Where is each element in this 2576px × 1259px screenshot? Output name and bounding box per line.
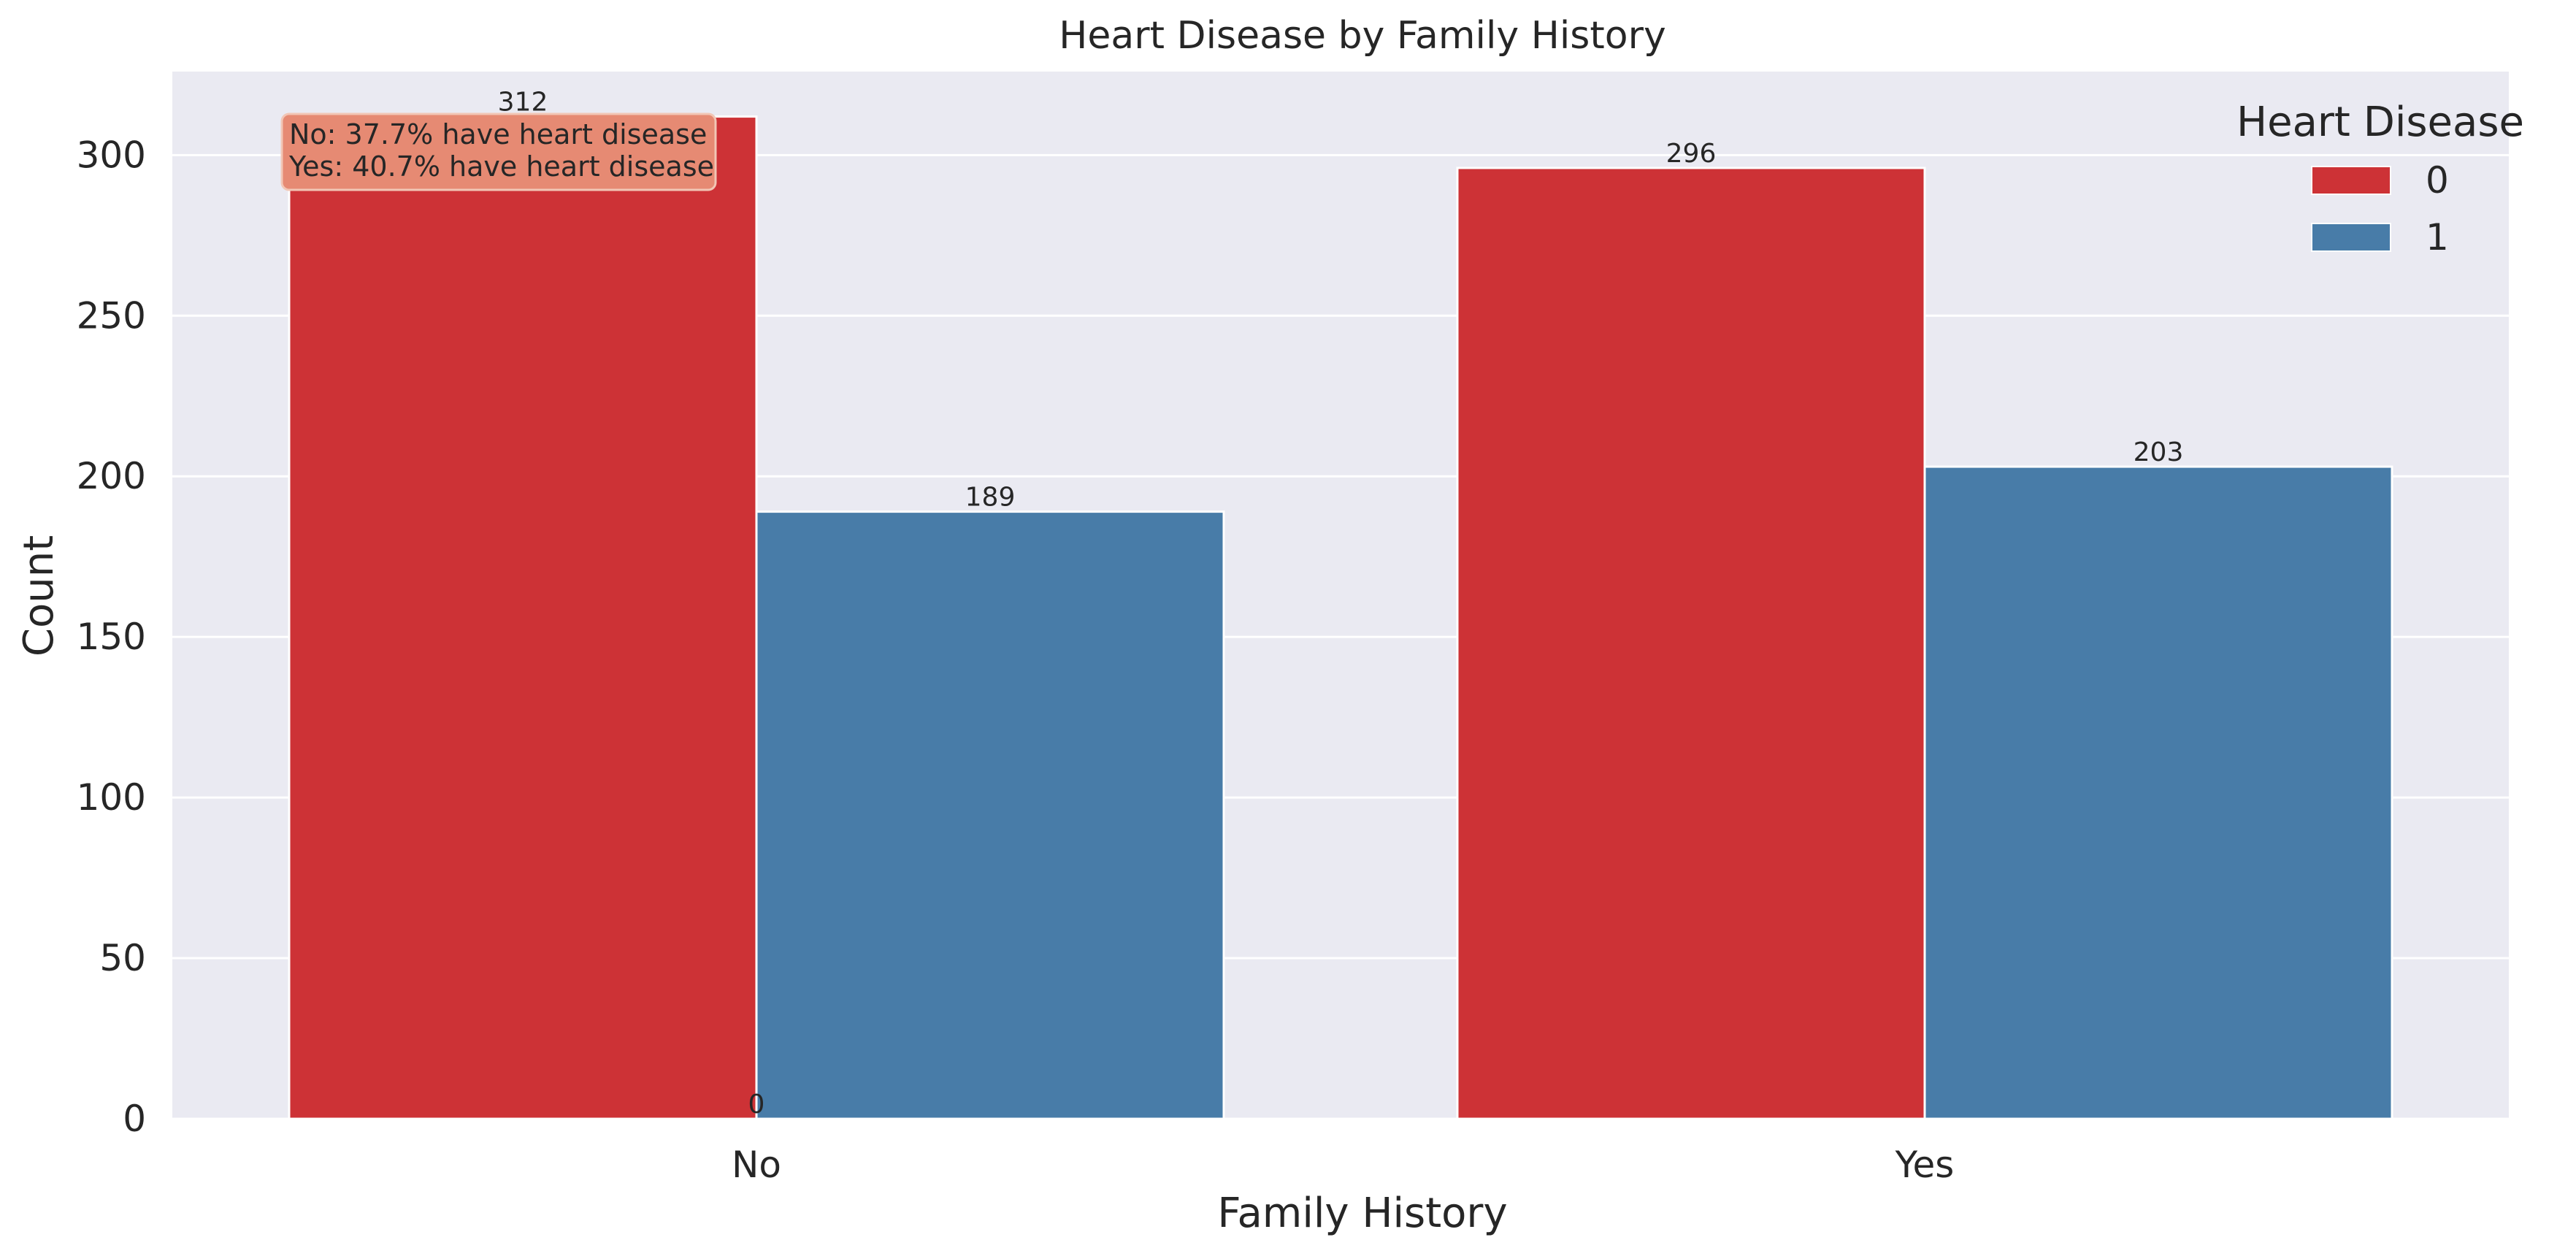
bar-label-yes-series-0: 296: [1666, 139, 1717, 169]
y-tick-label-150: 150: [77, 616, 146, 658]
bar-label-yes-series-1: 203: [2134, 437, 2184, 467]
annotation-background: [280, 112, 717, 191]
bar-no-series-0: [288, 115, 758, 1120]
bar-yes-series-0: [1456, 167, 1926, 1120]
bar-value-labels: 312 189 296 203 0: [498, 88, 2184, 1120]
bar-label-no-series-0: 312: [498, 88, 548, 118]
bar-yes-series-1: [1923, 465, 2393, 1120]
axis-ticks: 0 50 100 150 200 250 300 No Yes: [77, 134, 1955, 1186]
y-axis-label: Count: [15, 535, 63, 657]
bar-no-series-1: [755, 510, 1225, 1120]
x-axis-label: Family History: [1217, 1190, 1507, 1237]
bar-label-no-series-1: 189: [965, 483, 1016, 513]
annotation-line-no: No: 37.7% have heart disease: [289, 118, 707, 150]
y-tick-label-300: 300: [77, 134, 146, 176]
chart-title: Heart Disease by Family History: [1059, 14, 1665, 58]
legend-label-0: 0: [2426, 159, 2449, 202]
bar-label-zero: 0: [748, 1090, 765, 1120]
bars: [288, 115, 2393, 1120]
y-tick-label-100: 100: [77, 776, 146, 819]
legend-swatch-1: [2311, 223, 2391, 252]
y-tick-label-50: 50: [99, 937, 146, 979]
legend-label-1: 1: [2426, 216, 2449, 259]
annotation-box: No: 37.7% have heart disease Yes: 40.7% …: [280, 112, 717, 191]
annotation-line-yes: Yes: 40.7% have heart disease: [288, 150, 714, 183]
x-tick-label-no: No: [732, 1144, 781, 1186]
y-tick-label-200: 200: [77, 455, 146, 497]
y-tick-label-0: 0: [123, 1098, 146, 1140]
legend-title: Heart Disease: [2236, 99, 2524, 146]
legend: Heart Disease 0 1: [2236, 99, 2524, 259]
x-tick-label-yes: Yes: [1895, 1144, 1955, 1186]
y-tick-label-250: 250: [77, 294, 146, 337]
legend-swatch-0: [2311, 166, 2391, 195]
